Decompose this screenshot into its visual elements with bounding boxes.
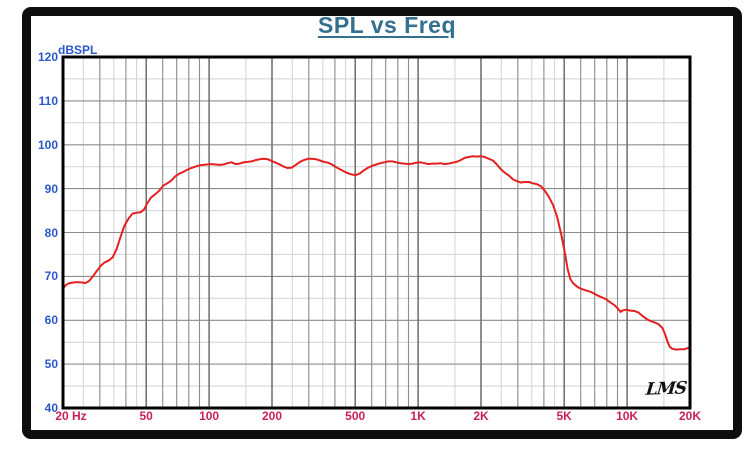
x-tick-label: 20K [678,409,701,423]
y-tick-label: 110 [38,93,58,108]
spl-curve [62,155,691,351]
y-axis-unit-label: dBSPL [58,43,98,57]
x-tick-label: 200 [261,409,283,423]
y-tick-label: 40 [44,401,58,415]
y-tick-label: 60 [44,313,58,328]
y-tick-label: 70 [44,269,58,284]
chart-title: SPL vs Freq [317,12,457,38]
lms-logo: LMS [644,378,688,400]
x-tick-label: 1K [410,409,426,423]
y-tick-label: 120 [37,50,58,64]
x-tick-label: 2K [473,409,489,423]
x-tick-label: 50 [139,409,153,423]
y-tick-label: 50 [44,357,58,372]
x-tick-label: 100 [199,409,220,423]
y-tick-label: 90 [44,181,58,196]
y-tick-label: 80 [44,225,58,240]
x-tick-label: 20 Hz [55,409,87,423]
x-tick-label: 10K [616,409,639,423]
x-tick-label: 500 [345,409,366,423]
x-tick-label: 5K [556,409,572,423]
y-tick-label: 100 [37,137,58,152]
